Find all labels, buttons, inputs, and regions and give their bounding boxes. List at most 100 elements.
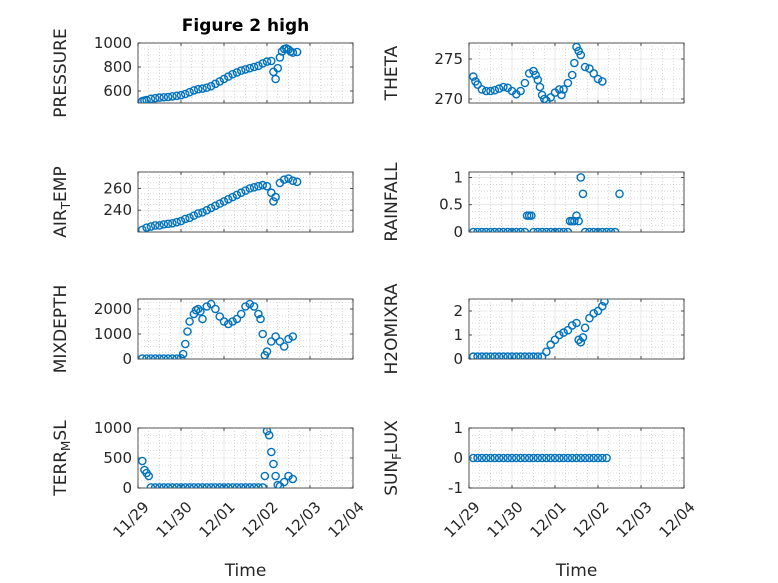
data-point <box>610 227 620 232</box>
data-point <box>232 190 242 200</box>
data-point <box>494 352 504 359</box>
data-point <box>520 227 530 232</box>
y-axis-label: MIXDEPTH <box>51 285 71 374</box>
x-tick-label: 11/29 <box>109 498 152 541</box>
y-axis-label: H2OMIXRA <box>382 283 402 374</box>
data-point <box>241 186 250 195</box>
data-point <box>241 302 250 311</box>
data-point <box>266 447 276 457</box>
data-point <box>183 327 192 336</box>
data-point <box>232 68 242 77</box>
data-point <box>503 453 513 463</box>
data-point <box>232 483 242 488</box>
series-markers <box>138 299 298 359</box>
y-tick-label: 1000 <box>94 419 132 437</box>
data-point <box>580 227 590 232</box>
data-point <box>550 227 560 232</box>
data-point <box>219 317 229 326</box>
data-point <box>185 213 194 223</box>
data-point <box>159 220 169 229</box>
x-tick-label: 12/04 <box>324 498 367 541</box>
series-markers <box>469 299 609 359</box>
data-point <box>249 62 259 72</box>
data-point <box>499 352 508 359</box>
data-point <box>546 93 556 102</box>
y-axis-label: PRESSURE <box>51 28 71 117</box>
data-point <box>256 314 265 324</box>
data-point <box>576 337 586 347</box>
data-point <box>546 453 556 463</box>
data-point <box>598 301 607 311</box>
y-tick-label: 0 <box>122 350 132 368</box>
data-point <box>193 483 203 488</box>
data-point <box>557 90 566 100</box>
data-point <box>271 332 280 341</box>
data-point <box>266 188 276 198</box>
data-point <box>146 354 156 359</box>
data-point <box>254 181 263 191</box>
series-markers <box>138 174 302 232</box>
data-point <box>206 81 216 91</box>
data-point <box>279 477 289 487</box>
y-tick-label: 1 <box>453 326 463 344</box>
data-point <box>185 87 194 97</box>
data-point <box>249 182 259 192</box>
data-point <box>542 227 551 232</box>
data-point <box>142 223 151 232</box>
data-point <box>236 483 246 488</box>
y-tick-label: 2000 <box>94 300 132 318</box>
data-point <box>477 453 487 463</box>
data-point <box>269 459 278 469</box>
data-point <box>202 83 212 92</box>
data-point <box>176 216 186 226</box>
y-tick-label: -1 <box>448 479 463 497</box>
data-point <box>567 453 577 463</box>
data-point <box>228 69 237 79</box>
y-tick-label: 2 <box>453 302 463 320</box>
data-point <box>531 70 540 80</box>
data-point <box>516 352 525 359</box>
data-point <box>172 483 181 488</box>
data-point <box>486 227 495 232</box>
data-point <box>180 214 190 224</box>
data-point <box>245 63 255 73</box>
data-point <box>516 227 525 232</box>
data-point <box>542 347 551 357</box>
data-point <box>486 86 495 96</box>
series-markers <box>138 428 298 488</box>
data-point <box>550 335 560 345</box>
data-point <box>499 453 508 463</box>
data-point <box>168 218 177 228</box>
data-point <box>529 453 538 463</box>
data-point <box>215 483 224 488</box>
data-point <box>516 86 525 96</box>
y-tick-label: 0 <box>453 350 463 368</box>
data-point <box>288 176 298 186</box>
data-point <box>224 483 233 488</box>
data-point <box>473 227 482 232</box>
data-point <box>578 333 588 342</box>
y-tick-label: 500 <box>103 449 132 467</box>
data-point <box>563 453 573 463</box>
data-point <box>593 453 603 463</box>
data-point <box>189 86 199 95</box>
data-point <box>258 180 268 190</box>
data-point <box>576 453 586 463</box>
data-point <box>494 84 504 93</box>
data-point <box>223 319 233 329</box>
data-point <box>269 197 278 206</box>
data-point <box>236 66 246 75</box>
data-point <box>469 72 478 81</box>
data-point <box>499 82 508 92</box>
data-point <box>215 199 224 208</box>
data-point <box>219 483 229 488</box>
data-point <box>266 337 276 346</box>
y-axis-label: RAINFALL <box>382 162 402 242</box>
subplot-sun-flux: -1 0 1 11/29 11/30 12/01 12/02 12/03 12/04 Time SU… <box>382 419 699 581</box>
data-point <box>198 208 207 217</box>
x-tick-label: 11/29 <box>440 498 483 541</box>
data-point <box>507 227 517 232</box>
data-point <box>249 483 259 488</box>
x-tick-label: 12/02 <box>569 498 612 541</box>
data-point <box>150 483 160 488</box>
